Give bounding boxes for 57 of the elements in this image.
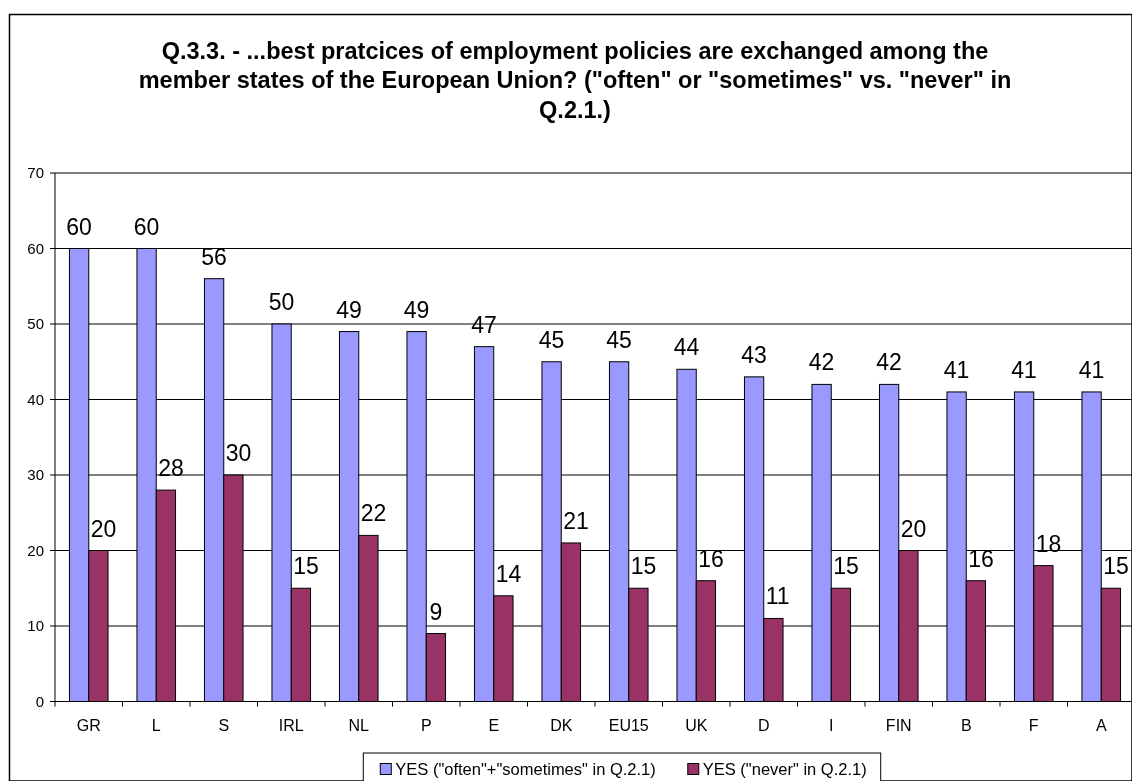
data-label: 60: [66, 213, 92, 240]
data-label: 60: [133, 213, 160, 240]
data-label: 42: [808, 349, 835, 376]
y-tick-label: 20: [27, 541, 44, 559]
data-label: 41: [1078, 356, 1105, 383]
y-tick-label: 50: [27, 315, 44, 333]
data-label: 16: [968, 545, 994, 572]
x-tick-label: P: [420, 717, 432, 734]
data-label: 16: [698, 545, 724, 572]
x-tick-label: F: [1028, 717, 1039, 734]
data-label: 15: [1103, 553, 1129, 580]
data-label: 49: [336, 296, 362, 323]
data-label: 30: [225, 440, 252, 466]
x-tick-label: A: [1095, 717, 1107, 734]
data-label: 15: [630, 553, 657, 580]
data-label: 45: [606, 326, 632, 353]
data-label: 50: [268, 289, 295, 315]
x-tick-label: B: [960, 717, 972, 734]
data-label: 28: [158, 455, 184, 482]
x-tick-label: DK: [550, 717, 573, 734]
data-label: 15: [833, 553, 859, 580]
data-label: 44: [673, 334, 700, 361]
x-tick-label: S: [218, 717, 230, 734]
data-label: 45: [538, 326, 565, 353]
x-tick-label: L: [151, 717, 161, 734]
x-tick-label: FIN: [885, 717, 912, 734]
y-tick-label: 60: [27, 239, 44, 257]
data-label: 47: [471, 311, 497, 338]
chart-title: Q.3.3. - ...best pratcices of employment policies are exchanged among the member states of the European Union? ("often" or "sometimes" vs. "never" in Q.2.1.): [138, 37, 1012, 123]
x-tick-label: NL: [348, 717, 370, 734]
data-label: 20: [90, 515, 117, 542]
x-tick-label: I: [829, 717, 834, 734]
data-label: 9: [429, 598, 443, 625]
y-tick-label: 10: [27, 617, 44, 635]
x-tick-label: GR: [76, 717, 101, 734]
data-label: 42: [876, 349, 902, 376]
legend-label: YES ("often"+"sometimes" in Q.2.1): [395, 759, 656, 778]
legend-label: YES ("never" in Q.2.1): [702, 759, 867, 778]
x-tick-label: EU15: [608, 717, 649, 734]
data-label: 22: [360, 500, 387, 527]
data-label: 14: [495, 560, 522, 587]
y-tick-label: 70: [27, 164, 44, 182]
data-label: 43: [741, 341, 767, 368]
data-label: 21: [563, 507, 589, 534]
data-label: 20: [900, 515, 927, 542]
data-label: 41: [943, 356, 970, 383]
data-label: 41: [1011, 356, 1037, 383]
data-label: 15: [293, 553, 319, 580]
x-tick-label: D: [757, 717, 770, 734]
data-label: 49: [403, 296, 430, 323]
x-tick-label: E: [488, 717, 500, 734]
y-tick-label: 40: [27, 390, 44, 408]
x-tick-label: UK: [685, 717, 708, 734]
x-tick-label: IRL: [278, 717, 304, 734]
y-tick-label: 30: [27, 466, 44, 484]
y-tick-label: 0: [35, 692, 44, 710]
data-label: 11: [765, 583, 790, 610]
